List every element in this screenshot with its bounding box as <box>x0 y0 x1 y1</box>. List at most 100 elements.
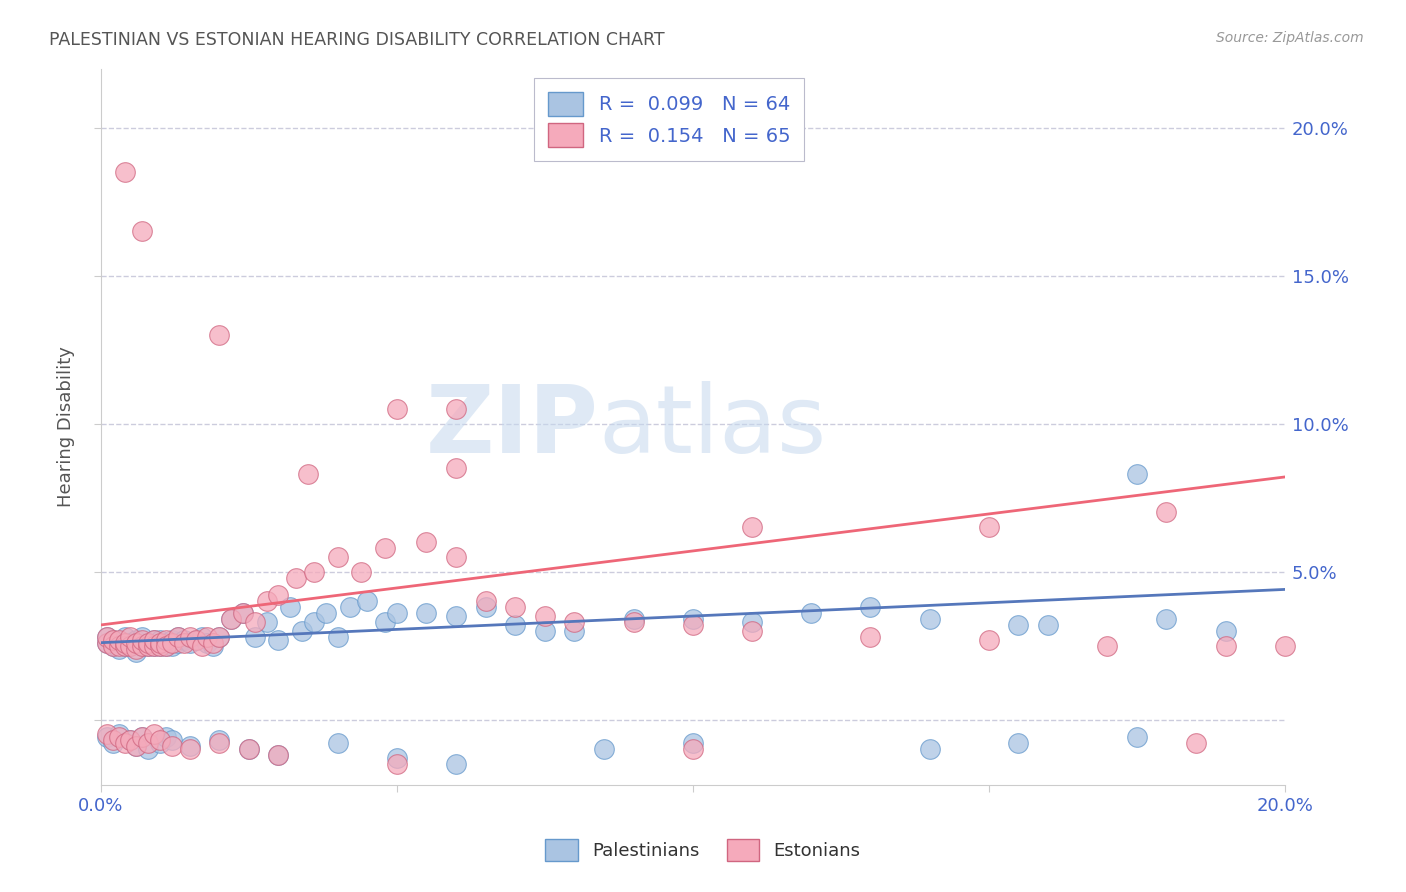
Point <box>267 632 290 647</box>
Point <box>682 612 704 626</box>
Point <box>208 630 231 644</box>
Point <box>101 639 124 653</box>
Point <box>179 636 201 650</box>
Point <box>623 615 645 629</box>
Point <box>256 615 278 629</box>
Point <box>1126 731 1149 745</box>
Point <box>267 748 290 763</box>
Point <box>143 639 166 653</box>
Text: PALESTINIAN VS ESTONIAN HEARING DISABILITY CORRELATION CHART: PALESTINIAN VS ESTONIAN HEARING DISABILI… <box>49 31 665 49</box>
Point <box>114 630 136 644</box>
Point <box>101 733 124 747</box>
Point <box>741 520 763 534</box>
Point <box>136 636 159 650</box>
Point <box>256 594 278 608</box>
Point <box>278 600 301 615</box>
Point <box>800 606 823 620</box>
Point <box>131 632 153 647</box>
Point <box>125 632 148 647</box>
Point <box>155 639 177 653</box>
Point <box>184 632 207 647</box>
Point <box>143 632 166 647</box>
Point <box>918 742 941 756</box>
Point <box>503 600 526 615</box>
Point <box>385 401 408 416</box>
Point <box>96 630 118 644</box>
Point <box>114 639 136 653</box>
Point <box>444 401 467 416</box>
Point <box>1126 467 1149 481</box>
Point <box>356 594 378 608</box>
Point <box>107 731 129 745</box>
Point <box>149 733 172 747</box>
Point <box>682 736 704 750</box>
Point <box>374 541 396 555</box>
Point <box>415 535 437 549</box>
Point <box>977 520 1000 534</box>
Point <box>243 630 266 644</box>
Point <box>232 606 254 620</box>
Point <box>197 630 219 644</box>
Point <box>326 736 349 750</box>
Point <box>114 636 136 650</box>
Point <box>114 639 136 653</box>
Point <box>136 742 159 756</box>
Point <box>96 636 118 650</box>
Point <box>444 461 467 475</box>
Point <box>96 636 118 650</box>
Point <box>120 630 142 644</box>
Point <box>534 609 557 624</box>
Point <box>297 467 319 481</box>
Point <box>149 639 172 653</box>
Point <box>131 630 153 644</box>
Point <box>155 639 177 653</box>
Point <box>166 630 188 644</box>
Point <box>197 636 219 650</box>
Point <box>326 630 349 644</box>
Point <box>682 618 704 632</box>
Point <box>474 594 496 608</box>
Point <box>623 612 645 626</box>
Point <box>120 636 142 650</box>
Point <box>149 632 172 647</box>
Point <box>96 731 118 745</box>
Point <box>114 165 136 179</box>
Point <box>859 600 882 615</box>
Point <box>131 731 153 745</box>
Point <box>326 549 349 564</box>
Point <box>96 630 118 644</box>
Point <box>219 612 242 626</box>
Point <box>202 636 225 650</box>
Point <box>155 731 177 745</box>
Point <box>125 641 148 656</box>
Point <box>291 624 314 638</box>
Point <box>243 615 266 629</box>
Point <box>444 757 467 772</box>
Point <box>503 618 526 632</box>
Legend: R =  0.099   N = 64, R =  0.154   N = 65: R = 0.099 N = 64, R = 0.154 N = 65 <box>534 78 804 161</box>
Point <box>107 641 129 656</box>
Point <box>208 327 231 342</box>
Point <box>166 636 188 650</box>
Point <box>166 630 188 644</box>
Point <box>415 606 437 620</box>
Point <box>238 742 260 756</box>
Point <box>179 630 201 644</box>
Point <box>149 639 172 653</box>
Text: Source: ZipAtlas.com: Source: ZipAtlas.com <box>1216 31 1364 45</box>
Point <box>534 624 557 638</box>
Point <box>208 733 231 747</box>
Point <box>155 632 177 647</box>
Point <box>232 606 254 620</box>
Point <box>267 588 290 602</box>
Point <box>101 632 124 647</box>
Point <box>131 224 153 238</box>
Point <box>107 636 129 650</box>
Point <box>179 742 201 756</box>
Point <box>385 751 408 765</box>
Point <box>125 636 148 650</box>
Point <box>1185 736 1208 750</box>
Point <box>977 632 1000 647</box>
Point <box>143 632 166 647</box>
Point <box>202 639 225 653</box>
